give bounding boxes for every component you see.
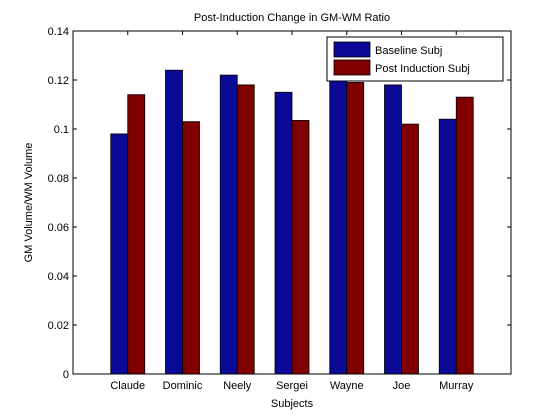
- bar-post-induction-joe: [401, 123, 419, 375]
- legend: Baseline Subj Post Induction Subj: [326, 36, 504, 82]
- bar-baseline-wayne: [329, 79, 348, 375]
- x-tick-label: Neely: [223, 380, 252, 392]
- bar-post-induction-dominic: [182, 121, 200, 375]
- x-tick-label: Murray: [439, 380, 474, 392]
- y-tick-label: 0.08: [48, 173, 69, 185]
- y-axis: 0 0.02 0.04 0.06 0.08 0.1 0.12 0.14: [48, 26, 511, 381]
- x-tick-label: Joe: [393, 380, 411, 392]
- bar-baseline-joe: [384, 84, 402, 375]
- bar-baseline-sergei: [274, 91, 293, 375]
- bar-post-induction-sergei: [291, 120, 310, 375]
- bar-post-induction-wayne: [346, 82, 365, 375]
- y-tick-label: 0.1: [54, 124, 69, 136]
- y-tick-label: 0.14: [48, 26, 69, 38]
- y-tick-label: 0.02: [48, 320, 69, 332]
- x-tick-label: Dominic: [163, 380, 203, 392]
- chart-title: Post-Induction Change in GM-WM Ratio: [194, 12, 390, 24]
- x-tick-label: Wayne: [330, 380, 364, 392]
- bar-post-induction-neely: [236, 84, 255, 375]
- y-tick-label: 0: [63, 369, 69, 381]
- legend-swatch: [333, 59, 371, 76]
- bar-baseline-dominic: [165, 69, 183, 375]
- y-tick-label: 0.12: [48, 75, 69, 87]
- bars-group: [110, 69, 474, 375]
- y-axis-title: GM Volume/WM Volume: [23, 143, 35, 263]
- x-axis: Claude Dominic Neely Sergei Wayne Joe Murray: [110, 31, 474, 392]
- x-axis-title: Subjects: [271, 398, 314, 410]
- legend-swatch: [333, 41, 371, 58]
- y-tick-label: 0.04: [48, 271, 69, 283]
- x-tick-label: Sergei: [276, 380, 308, 392]
- bar-post-induction-murray: [455, 96, 474, 375]
- bar-baseline-murray: [438, 118, 457, 375]
- x-tick-label: Claude: [110, 380, 145, 392]
- bar-baseline-claude: [110, 133, 129, 375]
- bar-baseline-neely: [219, 74, 238, 375]
- legend-label: Post Induction Subj: [375, 63, 470, 75]
- legend-label: Baseline Subj: [375, 45, 442, 57]
- y-tick-label: 0.06: [48, 222, 69, 234]
- bar-post-induction-claude: [127, 94, 146, 375]
